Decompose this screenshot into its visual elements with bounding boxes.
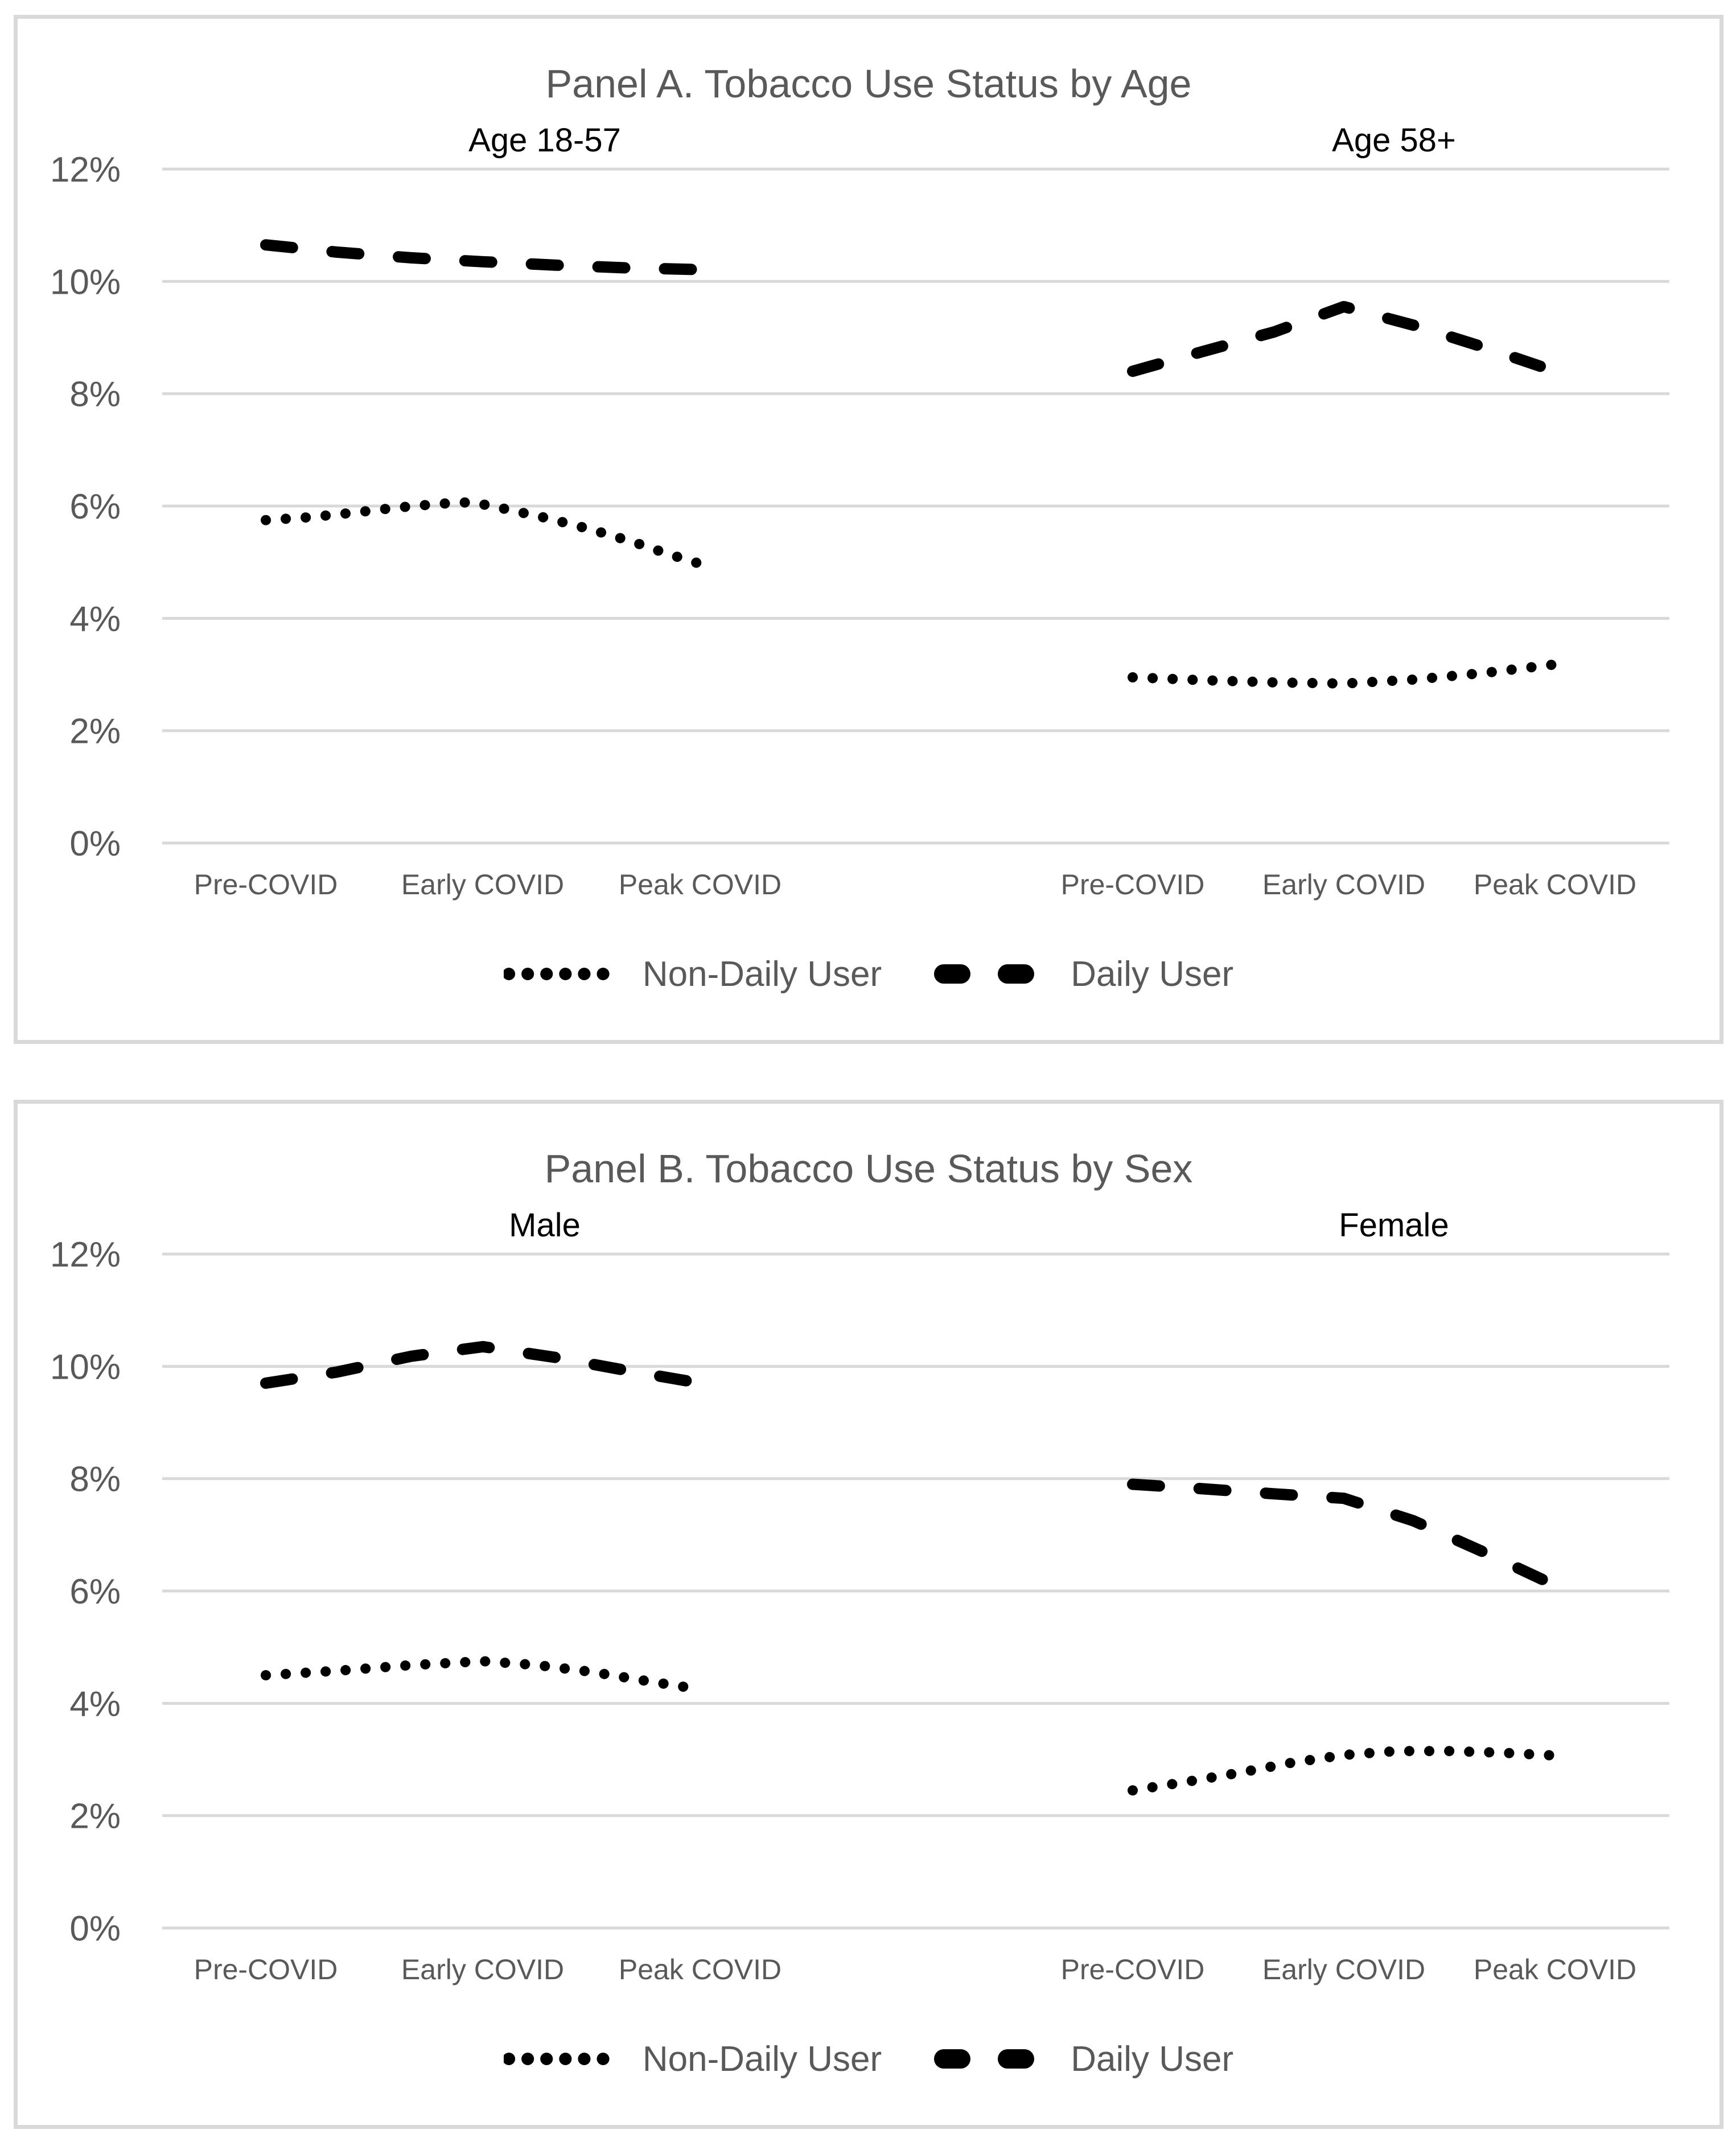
y-tick-label: 8% [69,375,121,414]
panel-a-subtitle-left: Age 18-57 [468,122,621,159]
legend-label-non-daily: Non-Daily User [642,2039,882,2079]
y-tick-label: 6% [69,1572,121,1611]
series-non-daily-user [261,497,705,569]
series-daily-user [1127,301,1561,377]
series-daily-user [260,1341,706,1389]
panel-b-subtitle-left: Male [509,1207,581,1244]
y-tick-label: 8% [69,1460,121,1499]
legend-label-daily: Daily User [1071,954,1234,994]
panel-a: Panel A. Tobacco Use Status by Age Age 1… [14,15,1723,1044]
legend-item-daily: Daily User [934,954,1233,994]
daily-dashed-marker-icon [934,2049,1037,2069]
legend-item-non-daily: Non-Daily User [503,954,882,994]
series-daily-user [260,239,706,276]
y-tick-label: 0% [69,824,121,864]
series-non-daily-user [1128,659,1560,689]
panel-a-legend: Non-Daily User Daily User [18,945,1719,1002]
panel-a-title: Panel A. Tobacco Use Status by Age [545,61,1192,106]
x-category-label: Peak COVID [619,869,781,901]
daily-dashed-marker-icon [934,964,1037,984]
series-non-daily-user [261,1656,705,1695]
y-tick-label: 2% [69,1797,121,1836]
panel-b-subtitle-right: Female [1339,1207,1449,1244]
x-category-label: Early COVID [401,869,564,901]
panel-b-title: Panel B. Tobacco Use Status by Sex [544,1146,1193,1191]
x-category-label: Pre-COVID [194,1954,338,1985]
x-category-label: Pre-COVID [194,869,338,901]
y-tick-label: 10% [50,1347,121,1387]
y-tick-label: 0% [69,1909,121,1948]
non-daily-dotted-marker-icon [503,2053,627,2065]
legend-item-daily: Daily User [934,2039,1233,2079]
x-category-label: Early COVID [401,1954,564,1985]
panel-b: Panel B. Tobacco Use Status by Sex Male … [14,1100,1723,2129]
x-category-label: Early COVID [1262,1954,1425,1985]
legend-item-non-daily: Non-Daily User [503,2039,882,2079]
non-daily-dotted-marker-icon [503,968,627,980]
series-daily-user [1127,1478,1561,1592]
x-category-label: Peak COVID [1474,1954,1636,1985]
y-tick-label: 12% [50,1235,121,1274]
panel-a-subtitle-right: Age 58+ [1332,122,1456,159]
panel-b-legend: Non-Daily User Daily User [18,2030,1719,2087]
panel-b-plot-area: 12% 10% 8% 6% 4% 2% 0% Pre-COVID Early COVID Peak… [50,1235,1669,1985]
x-category-label: Peak COVID [1474,869,1636,901]
y-tick-label: 12% [50,150,121,190]
x-category-label: Pre-COVID [1061,869,1205,901]
x-category-label: Peak COVID [619,1954,781,1985]
y-tick-label: 2% [69,712,121,751]
y-tick-label: 4% [69,1684,121,1724]
series-non-daily-user [1128,1746,1560,1796]
x-category-label: Early COVID [1262,869,1425,901]
y-tick-label: 4% [69,599,121,639]
panel-a-plot-area: 12% 10% 8% 6% 4% 2% 0% Pre-COVID Early COVID Peak… [50,150,1669,901]
y-tick-label: 10% [50,262,121,302]
y-tick-label: 6% [69,487,121,527]
x-category-label: Pre-COVID [1061,1954,1205,1985]
legend-label-non-daily: Non-Daily User [642,954,882,994]
legend-label-daily: Daily User [1071,2039,1234,2079]
